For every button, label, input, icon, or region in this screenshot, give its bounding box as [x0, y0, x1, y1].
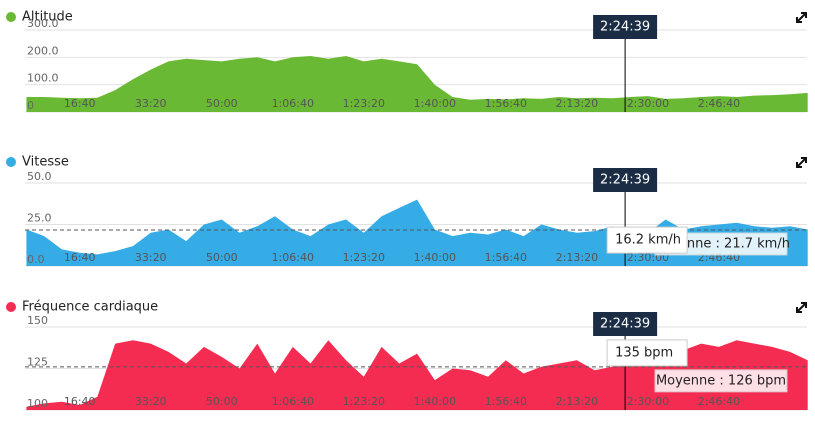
y-tick-label: 300.0 [27, 17, 59, 30]
y-tick-label: 150 [27, 314, 48, 327]
x-tick-label: 2:13:20 [556, 251, 598, 264]
cursor-label: 2:24:39 [600, 173, 650, 188]
x-tick-label: 2:30:00 [627, 97, 669, 110]
average-label: Moyenne : 126 bpm [656, 373, 786, 388]
y-tick-label: 200.0 [27, 44, 59, 57]
x-tick-label: 1:40:00 [414, 251, 456, 264]
x-tick-label: 1:23:20 [343, 251, 385, 264]
x-tick-label: 50:00 [206, 251, 238, 264]
expand-icon[interactable] [796, 12, 807, 313]
average-box [654, 369, 788, 393]
y-tick-label: 25.0 [27, 212, 52, 225]
x-tick-label: 1:56:40 [485, 395, 527, 408]
x-tick-label: 1:06:40 [272, 97, 314, 110]
x-tick-label: 50:00 [206, 395, 238, 408]
legend-dot [6, 157, 16, 167]
x-tick-label: 33:20 [135, 97, 167, 110]
chart-title: Vitesse [22, 155, 69, 170]
value-label: 135 bpm [615, 345, 673, 360]
cursor-label: 2:24:39 [600, 20, 650, 35]
x-tick-label: 1:23:20 [343, 97, 385, 110]
value-box [606, 339, 688, 367]
cursor-label: 2:24:39 [600, 317, 650, 332]
y-tick-label: 100 [27, 397, 48, 410]
y-tick-label: 0.0 [27, 253, 45, 266]
cursor-box [593, 15, 658, 39]
area [26, 340, 808, 410]
area [26, 56, 808, 112]
x-tick-label: 2:46:40 [698, 97, 740, 110]
chart-title: Fréquence cardiaque [22, 300, 158, 315]
legend-dot [6, 12, 16, 22]
y-tick-label: 125 [27, 356, 48, 369]
x-tick-label: 1:06:40 [272, 395, 314, 408]
x-tick-label: 1:56:40 [485, 251, 527, 264]
x-tick-label: 16:40 [64, 395, 96, 408]
x-tick-label: 2:46:40 [698, 395, 740, 408]
x-tick-label: 16:40 [64, 97, 96, 110]
x-tick-label: 1:40:00 [414, 97, 456, 110]
x-tick-label: 1:06:40 [272, 251, 314, 264]
cursor-box [593, 312, 658, 336]
x-tick-label: 1:56:40 [485, 97, 527, 110]
y-tick-label: 100.0 [27, 72, 59, 85]
value-box [606, 226, 688, 254]
x-tick-label: 2:30:00 [627, 395, 669, 408]
cursor-box [593, 168, 658, 192]
x-tick-label: 1:23:20 [343, 395, 385, 408]
x-tick-label: 50:00 [206, 97, 238, 110]
x-tick-label: 1:40:00 [414, 395, 456, 408]
legend-dot [6, 302, 16, 312]
x-tick-label: 2:13:20 [556, 97, 598, 110]
x-tick-label: 16:40 [64, 251, 96, 264]
x-tick-label: 2:13:20 [556, 395, 598, 408]
chart-title: Altitude [22, 10, 73, 25]
y-tick-label: 0 [27, 99, 34, 112]
x-tick-label: 33:20 [135, 395, 167, 408]
x-tick-label: 33:20 [135, 251, 167, 264]
value-label: 16.2 km/h [615, 233, 681, 248]
y-tick-label: 50.0 [27, 170, 52, 183]
